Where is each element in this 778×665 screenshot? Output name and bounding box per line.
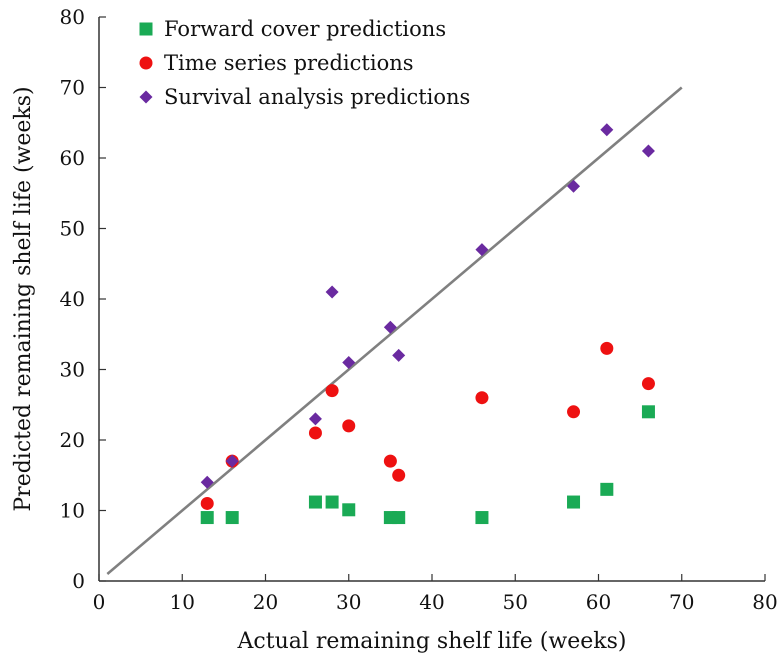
data-point-circle <box>383 454 397 468</box>
data-point-diamond <box>200 475 214 489</box>
data-point-square <box>325 495 339 509</box>
data-point-circle <box>475 391 489 405</box>
data-point-circle <box>342 419 356 433</box>
data-point-circle <box>325 384 339 398</box>
y-tick-label: 80 <box>60 5 85 29</box>
data-point-square <box>641 405 655 419</box>
y-tick-label: 0 <box>72 569 85 593</box>
data-points <box>200 123 655 525</box>
reference-line <box>106 86 683 575</box>
legend-marker-square <box>139 22 153 36</box>
data-point-square <box>392 511 406 525</box>
data-point-diamond <box>567 179 581 193</box>
x-axis-title: Actual remaining shelf life (weeks) <box>237 629 627 654</box>
legend-label: Forward cover predictions <box>164 17 446 41</box>
data-point-square <box>342 503 356 517</box>
data-point-square <box>200 511 214 525</box>
y-tick-label: 10 <box>60 499 85 523</box>
series-diamond <box>200 123 655 489</box>
y-axis-title: Predicted remaining shelf life (weeks) <box>11 86 36 511</box>
x-tick-label: 80 <box>752 590 777 614</box>
data-point-diamond <box>383 320 397 334</box>
data-point-circle <box>600 341 614 355</box>
series-circle <box>200 341 655 510</box>
data-point-diamond <box>641 144 655 158</box>
y-tick-label: 60 <box>60 146 85 170</box>
data-point-square <box>600 482 614 496</box>
x-tick-label: 10 <box>170 590 195 614</box>
reference-line-layer <box>106 86 683 575</box>
x-tick-label: 20 <box>253 590 278 614</box>
x-tick-label: 30 <box>336 590 361 614</box>
y-tick-label: 40 <box>60 287 85 311</box>
data-point-circle <box>392 468 406 482</box>
data-point-diamond <box>225 454 239 468</box>
data-point-square <box>225 511 239 525</box>
legend: Forward cover predictions Time series pre… <box>139 17 470 109</box>
legend-label: Survival analysis predictions <box>164 85 470 109</box>
data-point-diamond <box>308 412 322 426</box>
data-point-circle <box>200 496 214 510</box>
legend-marker-circle <box>139 56 153 70</box>
data-point-diamond <box>342 355 356 369</box>
y-tick-label: 50 <box>60 217 85 241</box>
x-tick-label: 70 <box>669 590 694 614</box>
legend-label: Time series predictions <box>164 51 414 75</box>
series-square <box>200 405 655 525</box>
data-point-diamond <box>325 285 339 299</box>
data-point-circle <box>641 377 655 391</box>
x-tick-label: 60 <box>586 590 611 614</box>
y-tick-label: 30 <box>60 358 85 382</box>
legend-marker-diamond <box>139 90 153 104</box>
ticks: 0 10 20 30 40 50 60 70 80 0 10 20 30 40 50 60 70 80 <box>60 5 778 614</box>
data-point-diamond <box>600 123 614 137</box>
x-tick-label: 40 <box>419 590 444 614</box>
y-tick-label: 20 <box>60 428 85 452</box>
x-tick-label: 50 <box>503 590 528 614</box>
data-point-diamond <box>392 348 406 362</box>
data-point-diamond <box>475 243 489 257</box>
data-point-square <box>308 495 322 509</box>
data-point-circle <box>308 426 322 440</box>
y-tick-label: 70 <box>60 76 85 100</box>
data-point-square <box>567 495 581 509</box>
data-point-square <box>475 511 489 525</box>
x-tick-label: 0 <box>93 590 106 614</box>
data-point-circle <box>567 405 581 419</box>
